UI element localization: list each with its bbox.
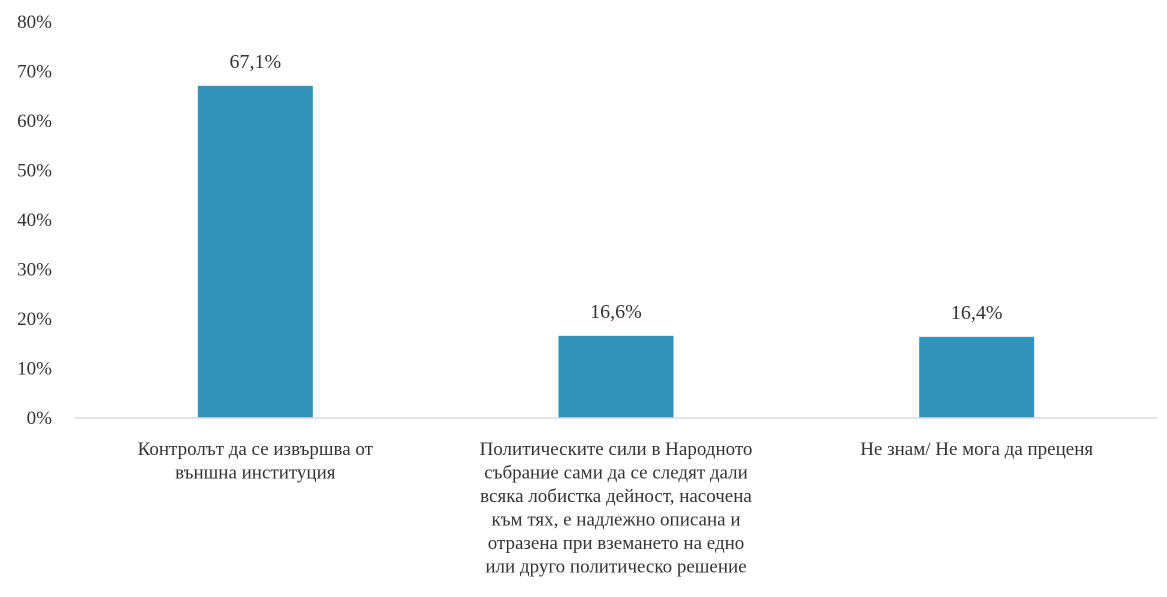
x-category-label-line: Контролът да се извършва от [138,439,374,460]
y-tick-label: 70% [17,62,52,83]
y-axis-tick-labels: 0% 10% 20% 30% 40% 50% 60% 70% 80% [17,12,52,429]
bar [919,336,1035,418]
category-labels: Контролът да се извършва от външна инстит… [138,439,1094,578]
y-tick-label: 10% [17,359,52,380]
y-tick-label: 80% [17,12,52,33]
bars [197,85,1035,418]
y-tick-label: 60% [17,111,52,132]
y-tick-label: 0% [27,408,53,429]
y-tick-label: 40% [17,210,52,231]
x-category-label: Контролът да се извършва от външна инстит… [138,439,374,484]
y-tick-label: 50% [17,161,52,182]
x-category-label-line: външна институция [175,463,336,484]
data-label: 16,4% [951,302,1003,324]
x-category-label-line: всяка лобистка дейност, насочена [480,486,752,507]
x-category-label-line: Не знам/ Не мога да преценя [860,439,1093,460]
x-category-label-line: Политическите сили в Народното [480,439,753,460]
data-labels: 67,1% 16,6% 16,4% [229,51,1002,324]
y-tick-label: 20% [17,309,52,330]
x-category-label: Не знам/ Не мога да преценя [860,439,1093,460]
bar [197,85,313,418]
bar [558,335,674,418]
x-category-label-line: отразена при вземането на едно [488,533,745,554]
data-label: 16,6% [590,301,642,323]
data-label: 67,1% [229,51,281,73]
x-category-label-line: към тях, е надлежно описана и [492,510,741,531]
x-category-label-line: събрание сами да се следят дали [484,463,748,484]
y-tick-label: 30% [17,260,52,281]
x-category-label: Политическите сили в Народното събрание с… [480,439,753,578]
x-category-label-line: или друго политическо решение [485,557,746,578]
